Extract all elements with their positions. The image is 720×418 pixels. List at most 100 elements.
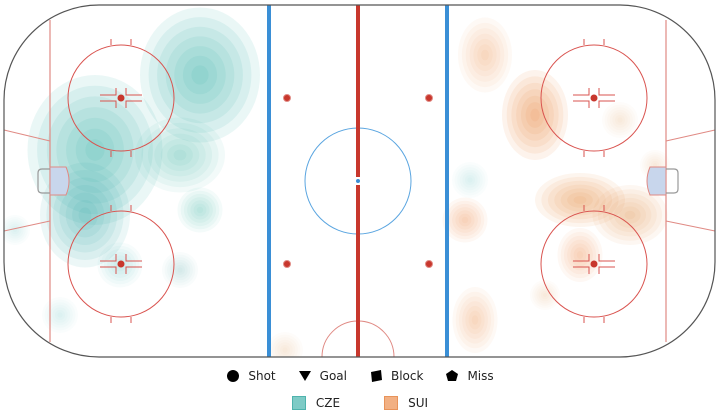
pentagon-marker-icon [446,370,459,381]
heat-contour [576,251,584,259]
heat-contour [448,203,482,237]
heat-contour [461,22,509,88]
legend-item-sui[interactable]: SUI [384,396,428,410]
heat-contour [52,177,118,253]
heat-contour [573,196,587,204]
heat-contour [469,33,501,77]
legend-label: Goal [319,369,347,383]
legend-item-cze[interactable]: CZE [291,396,341,410]
heat-contour [56,107,134,193]
heat-contour [597,189,663,241]
heat-contour [567,239,593,271]
heat-contour [462,301,488,339]
heatmap-cze [27,7,472,272]
legend-item-goal[interactable]: Goal [298,369,347,383]
heat-contour [530,108,540,122]
heat-contour [187,197,213,223]
color-swatch-icon [384,396,399,410]
heat-contour [473,38,497,72]
faceoff-circle-right-bottom [540,205,648,323]
trapezoid-right-bottom [665,220,716,232]
net-right [666,168,679,194]
faceoff-circle-left-top [67,39,175,157]
legend-label: CZE [315,396,341,410]
blue-line-left [267,5,271,357]
heat-contour [196,206,204,214]
legend-item-shot[interactable]: Shot [226,369,276,383]
faceoff-circle-left-bottom [67,205,175,323]
legend-item-miss[interactable]: Miss [445,369,494,383]
blue-line-right [445,5,449,357]
faceoff-dot-left-bottom [117,260,125,268]
legend-label: Shot [248,369,276,383]
heat-contour [573,247,587,263]
heat-contour [445,200,485,240]
heat-contour [619,206,641,224]
goal-crease-left [49,166,70,196]
heat-contour [467,177,472,182]
heat-contour [554,184,606,216]
heat-contour [452,207,478,233]
heat-contour [547,180,613,220]
team-legend: CZE SUI [0,393,720,413]
heat-contour [193,203,207,217]
heat-contour [516,89,554,141]
heat-contour [141,122,219,188]
heat-contour [458,17,512,93]
heat-contour [471,315,479,325]
legend-label: Block [390,369,424,383]
heat-contour [147,128,213,182]
color-swatch-icon [291,396,306,410]
heat-contour [465,28,505,82]
center-faceoff-dot [356,179,360,183]
heat-contour [603,193,657,237]
event-type-legend: Shot Goal Block Miss [0,366,720,386]
heat-contour [511,82,559,148]
heat-contour [465,305,485,335]
heat-contour [560,188,600,212]
heat-contour [46,96,144,204]
heat-contour [520,95,550,135]
heat-contour [452,287,498,353]
heat-contour [455,291,495,349]
faceoff-dot-right-bottom [590,260,598,268]
heat-contour [617,117,622,122]
heat-contour [59,185,111,245]
heatmap-sui [282,17,668,353]
heat-contour [148,17,252,133]
legend-label: SUI [408,396,429,410]
heat-contour [543,293,547,297]
heat-contour [75,128,115,172]
faceoff-dot-left-top [117,94,125,102]
heat-contour [535,173,625,227]
heat-contour [442,197,488,243]
heat-contour [455,210,475,230]
heat-contour [85,139,105,161]
heat-contour [461,216,469,224]
neutral-dot-left-top [283,94,291,102]
heat-contour [653,163,657,167]
square-marker-icon [370,370,382,382]
heat-contour [177,267,182,272]
trapezoid-left-top [3,129,51,142]
heat-contour [154,133,206,177]
heat-contour [72,200,98,230]
heat-contour [180,190,220,230]
legend-item-block[interactable]: Block [369,369,423,383]
trapezoid-left-bottom [3,220,51,232]
heat-contour [282,347,287,352]
heat-contour [506,76,564,154]
heat-contour [624,210,636,220]
heat-contour [560,231,600,279]
heat-contour [563,235,597,275]
neutral-dot-right-top [425,94,433,102]
heat-contour [191,65,209,85]
circle-marker-icon [227,370,240,382]
heat-contour [160,138,200,172]
neutral-dot-right-bottom [425,260,433,268]
rink-boards [3,4,716,358]
heat-contour [502,70,568,160]
heat-contour [557,228,603,282]
heat-contour [608,197,652,233]
heat-contour [481,49,489,61]
